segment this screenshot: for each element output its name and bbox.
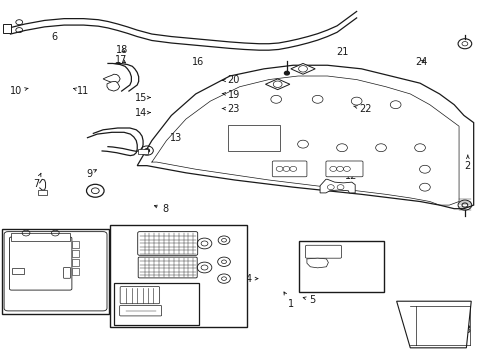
FancyBboxPatch shape <box>2 24 11 33</box>
FancyBboxPatch shape <box>305 245 341 258</box>
FancyBboxPatch shape <box>299 240 383 292</box>
FancyBboxPatch shape <box>325 161 362 177</box>
Text: 8: 8 <box>154 204 168 215</box>
FancyBboxPatch shape <box>228 125 280 150</box>
Text: 3: 3 <box>464 325 470 335</box>
Text: 18: 18 <box>115 45 127 55</box>
Polygon shape <box>265 79 289 90</box>
Polygon shape <box>396 301 470 348</box>
Text: 5: 5 <box>303 295 315 305</box>
Text: 4: 4 <box>245 274 257 284</box>
Text: 16: 16 <box>192 57 204 67</box>
FancyBboxPatch shape <box>1 229 109 314</box>
Circle shape <box>284 71 289 75</box>
Text: 12: 12 <box>338 171 356 181</box>
Text: 22: 22 <box>353 104 371 114</box>
FancyBboxPatch shape <box>9 237 72 290</box>
Text: 13: 13 <box>170 133 182 143</box>
Text: 15: 15 <box>135 93 150 103</box>
FancyBboxPatch shape <box>4 231 107 311</box>
Text: 23: 23 <box>222 104 240 114</box>
FancyBboxPatch shape <box>120 306 161 316</box>
Text: 1: 1 <box>284 292 293 309</box>
FancyBboxPatch shape <box>114 283 198 325</box>
Text: 10: 10 <box>10 86 28 96</box>
Polygon shape <box>137 65 473 209</box>
FancyBboxPatch shape <box>38 190 47 195</box>
FancyBboxPatch shape <box>138 231 197 255</box>
Text: 11: 11 <box>73 86 88 96</box>
FancyBboxPatch shape <box>72 249 79 257</box>
Polygon shape <box>320 179 354 193</box>
FancyBboxPatch shape <box>272 161 306 177</box>
FancyBboxPatch shape <box>63 267 70 278</box>
Polygon shape <box>306 258 328 268</box>
FancyBboxPatch shape <box>72 258 79 266</box>
Text: 6: 6 <box>51 32 57 41</box>
Text: 25: 25 <box>106 247 119 264</box>
Text: 2: 2 <box>464 155 470 171</box>
FancyBboxPatch shape <box>120 287 159 304</box>
FancyBboxPatch shape <box>72 240 79 248</box>
Text: 7: 7 <box>33 173 41 189</box>
Text: 14: 14 <box>135 108 150 118</box>
FancyBboxPatch shape <box>11 233 70 240</box>
Circle shape <box>144 149 149 152</box>
Text: 9: 9 <box>86 168 96 179</box>
Polygon shape <box>107 81 120 91</box>
Text: 19: 19 <box>222 90 240 100</box>
FancyBboxPatch shape <box>72 267 79 275</box>
Text: 20: 20 <box>222 75 240 85</box>
Text: 21: 21 <box>335 46 347 57</box>
FancyBboxPatch shape <box>12 267 24 274</box>
FancyBboxPatch shape <box>138 257 197 278</box>
Polygon shape <box>103 74 120 83</box>
FancyBboxPatch shape <box>138 149 148 154</box>
Polygon shape <box>290 63 315 74</box>
FancyBboxPatch shape <box>110 225 247 327</box>
Text: 17: 17 <box>115 55 127 65</box>
Text: 24: 24 <box>414 57 427 67</box>
